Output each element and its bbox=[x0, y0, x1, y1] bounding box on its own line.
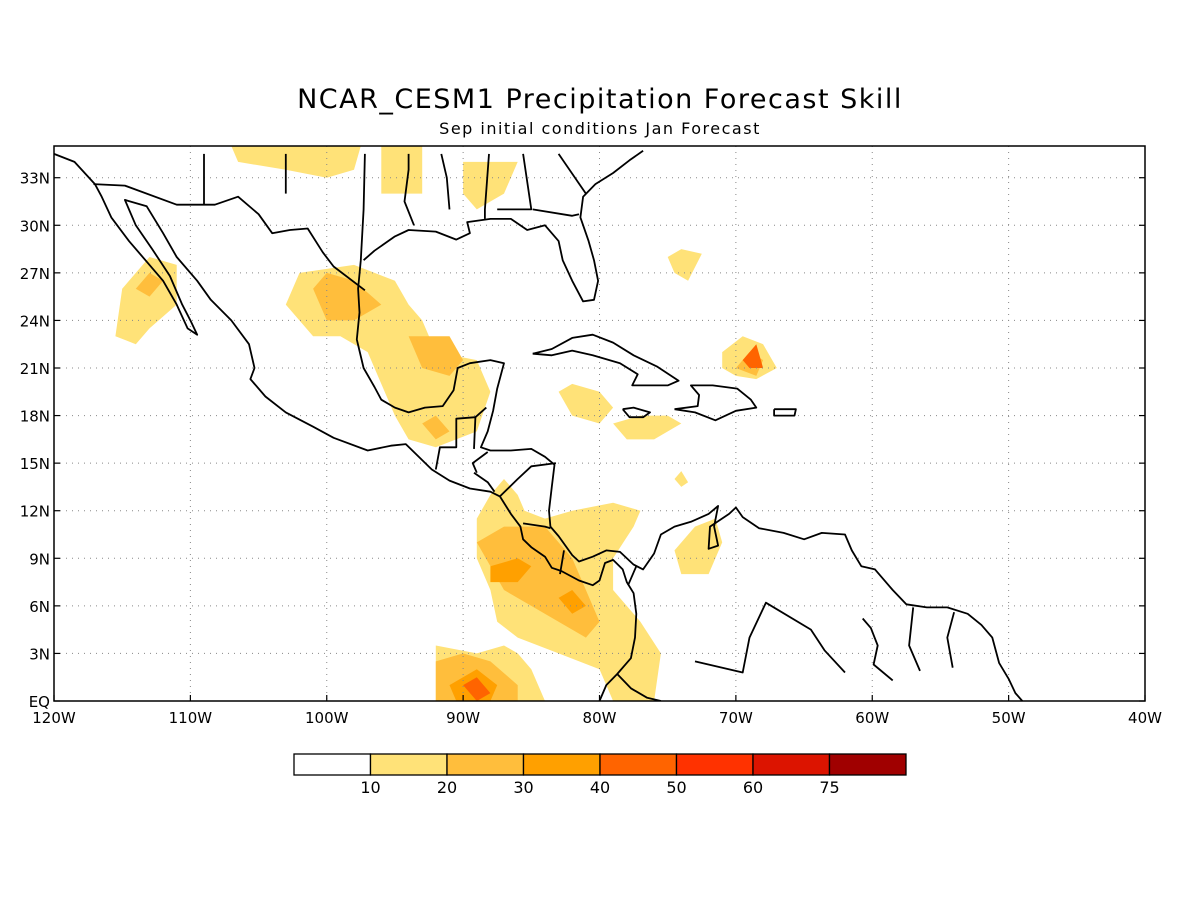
skill-region-level-2 bbox=[408, 336, 464, 376]
coastline-segment bbox=[473, 471, 496, 493]
colorbar-label: 50 bbox=[666, 778, 686, 797]
coastline-segment bbox=[93, 183, 366, 292]
coastline-segment bbox=[622, 406, 651, 419]
coastline-segment bbox=[54, 153, 638, 701]
coastline-segment bbox=[363, 150, 644, 303]
coastline-segment bbox=[862, 617, 894, 682]
coastline-segment bbox=[674, 384, 758, 422]
y-tick-label: 33N bbox=[20, 170, 50, 188]
y-tick-label: 21N bbox=[20, 360, 50, 378]
x-tick-label: 100W bbox=[305, 709, 349, 727]
y-tick-label: 24N bbox=[20, 312, 50, 330]
coastline-segment bbox=[559, 550, 565, 575]
colorbar-swatch bbox=[752, 753, 831, 776]
coastline-segment bbox=[522, 522, 551, 530]
y-tick-label: 30N bbox=[20, 217, 50, 235]
y-tick-label: 9N bbox=[29, 550, 50, 568]
skill-region-level-1 bbox=[231, 146, 361, 178]
y-tick-label: 3N bbox=[29, 645, 50, 663]
colorbar-swatch bbox=[369, 753, 448, 776]
y-tick-label: 6N bbox=[29, 598, 50, 616]
y-tick-label: 12N bbox=[20, 503, 50, 521]
colorbar: 10 20 30 40 50 60 75 bbox=[293, 753, 907, 797]
coastlines bbox=[54, 150, 1023, 701]
skill-region-level-3 bbox=[558, 590, 586, 614]
coastline-segment bbox=[694, 601, 846, 674]
y-tick-label: 18N bbox=[20, 408, 50, 426]
skill-region-level-1 bbox=[381, 146, 423, 194]
skill-region-level-1 bbox=[674, 471, 689, 487]
skill-region-level-2 bbox=[422, 415, 450, 440]
colorbar-label: 30 bbox=[513, 778, 533, 797]
coastline-segment bbox=[483, 153, 490, 219]
x-tick-label: 40W bbox=[1128, 709, 1162, 727]
colorbar-swatch bbox=[675, 753, 754, 776]
x-tick-label: 110W bbox=[169, 709, 213, 727]
coastline-segment bbox=[557, 153, 587, 195]
coastline-segment bbox=[434, 416, 477, 470]
coastline-segment bbox=[773, 408, 797, 417]
colorbar-swatch bbox=[446, 753, 525, 776]
y-tick-label: 15N bbox=[20, 455, 50, 473]
coastline-segment bbox=[946, 611, 955, 668]
skill-region-level-4 bbox=[742, 344, 764, 368]
coastline-segment bbox=[616, 673, 662, 701]
coastline-segment bbox=[497, 153, 533, 211]
x-tick-label: 70W bbox=[719, 709, 753, 727]
y-tick-label: 27N bbox=[20, 265, 50, 283]
skill-region-level-1 bbox=[463, 161, 518, 210]
skill-region-level-1 bbox=[115, 257, 177, 345]
coastline-segment bbox=[499, 462, 557, 498]
x-tick-label: 80W bbox=[583, 709, 617, 727]
skill-region-level-3 bbox=[490, 558, 532, 583]
coastline-segment bbox=[474, 406, 487, 418]
coastline-segment bbox=[403, 153, 415, 226]
colorbar-label: 40 bbox=[590, 778, 610, 797]
colorbar-label: 60 bbox=[743, 778, 763, 797]
colorbar-swatch bbox=[293, 753, 372, 776]
skill-region-level-2 bbox=[313, 272, 382, 321]
skill-region-level-4 bbox=[463, 677, 491, 701]
skill-region-level-1 bbox=[558, 383, 614, 424]
x-tick-label: 120W bbox=[32, 709, 76, 727]
x-tick-label: 60W bbox=[855, 709, 889, 727]
coastline-segment bbox=[532, 333, 680, 387]
coastline-segment bbox=[440, 153, 451, 210]
skill-region-level-1 bbox=[613, 415, 682, 440]
coastline-segment bbox=[627, 565, 638, 586]
skill-region-level-1 bbox=[667, 249, 702, 281]
y-tick-label: EQ bbox=[29, 693, 50, 711]
coastline-segment bbox=[471, 451, 489, 474]
colorbar-swatch bbox=[599, 753, 678, 776]
colorbar-label: 10 bbox=[360, 778, 380, 797]
map-title: NCAR_CESM1 Precipitation Forecast Skill bbox=[297, 84, 903, 115]
colorbar-label: 20 bbox=[437, 778, 457, 797]
x-tick-label: 50W bbox=[992, 709, 1026, 727]
colorbar-swatch bbox=[522, 753, 601, 776]
map-subtitle: Sep initial conditions Jan Forecast bbox=[439, 119, 761, 138]
axis-ticks: 120W 110W 100W 90W 80W 70W 60W 50W 40W EQ 3N 6N 9N 12… bbox=[20, 170, 1162, 727]
coastline-segment bbox=[908, 607, 921, 672]
coastline-segment bbox=[355, 153, 1023, 701]
x-tick-label: 90W bbox=[446, 709, 480, 727]
colorbar-label: 75 bbox=[819, 778, 839, 797]
skill-region-level-1 bbox=[258, 146, 277, 162]
coastline-segment bbox=[532, 208, 580, 217]
skill-shading bbox=[115, 146, 777, 701]
skill-region-level-2 bbox=[135, 272, 164, 297]
gridlines bbox=[54, 146, 1145, 701]
colorbar-swatch bbox=[828, 753, 907, 776]
